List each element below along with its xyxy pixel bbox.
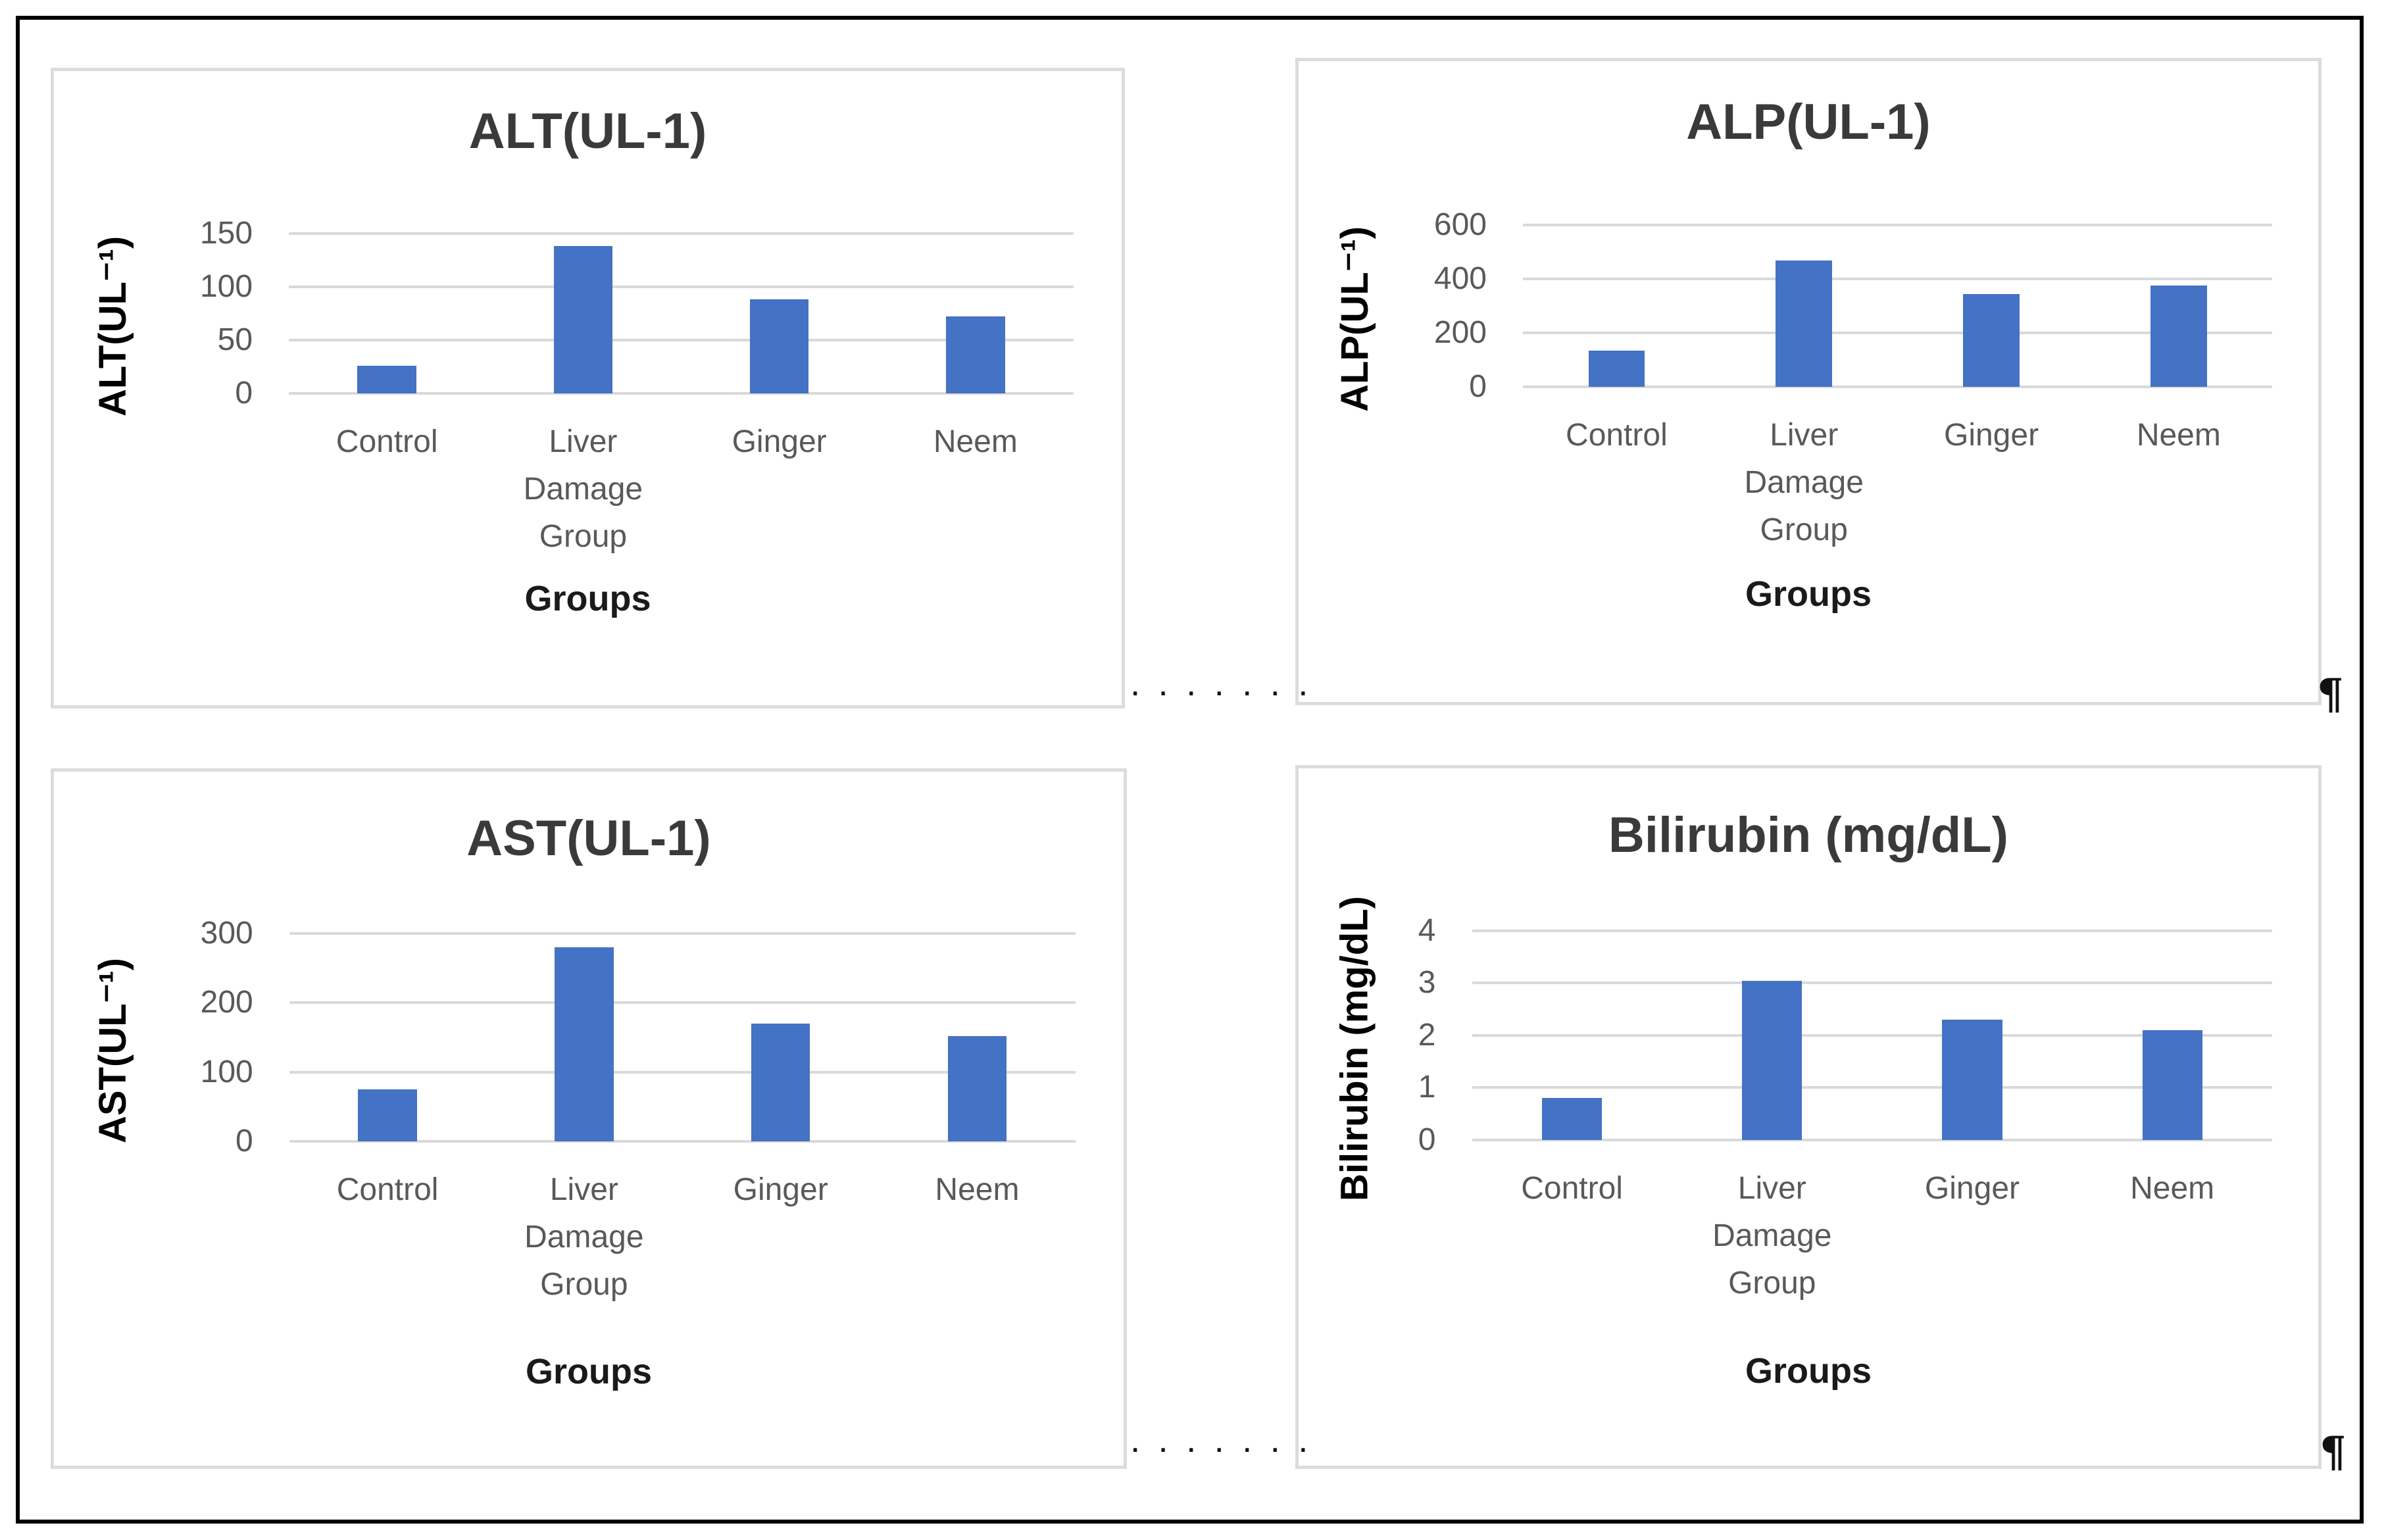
- category-label-text: Control: [336, 424, 438, 459]
- category-label-neem: Neem: [2072, 1165, 2272, 1212]
- category-label-text: Liver Damage Group: [1712, 1170, 1832, 1301]
- category-label-text: Control: [336, 1172, 439, 1208]
- gridline: [289, 391, 1074, 395]
- category-label-neem: Neem: [878, 418, 1074, 466]
- y-tick-label: 0: [236, 1124, 253, 1159]
- category-label-control: Control: [289, 418, 485, 466]
- bar-ginger: [749, 299, 809, 393]
- category-label-neem: Neem: [2085, 412, 2272, 459]
- pilcrow-mark-row1: ¶: [2317, 670, 2344, 719]
- category-label-liver-damage-group: Liver Damage Group: [485, 1166, 682, 1308]
- category-label-liver-damage-group: Liver Damage Group: [1710, 412, 1898, 554]
- chart-panel-bilirubin[interactable]: Bilirubin (mg/dL) Bilirubin (mg/dL) 0 1 2 3 4 C…: [1295, 765, 2322, 1469]
- category-label-ginger: Ginger: [682, 418, 878, 466]
- y-tick-label: 50: [217, 322, 253, 357]
- category-label-text: Ginger: [733, 1172, 828, 1208]
- bar-ginger: [1942, 1020, 2002, 1140]
- pilcrow-mark-row2: ¶: [2320, 1428, 2347, 1477]
- gridline: [289, 285, 1074, 288]
- category-label-text: Ginger: [1943, 417, 2039, 453]
- bar-liver-damage-group: [1776, 260, 1832, 387]
- page-border: [16, 16, 2364, 1524]
- category-label-control: Control: [1472, 1165, 1672, 1212]
- tab-leader-dots-row1: . . . . . . .: [1129, 676, 1310, 701]
- category-label-text: Liver Damage Group: [523, 424, 643, 554]
- category-label-liver-damage-group: Liver Damage Group: [1672, 1165, 1872, 1307]
- category-label-ginger: Ginger: [1898, 412, 2085, 459]
- category-label-text: Ginger: [732, 424, 827, 459]
- y-tick-label: 0: [1418, 1122, 1436, 1157]
- category-label-text: Neem: [935, 1172, 1020, 1208]
- bar-control: [357, 365, 416, 393]
- bar-control: [1541, 1098, 1603, 1140]
- category-label-text: Liver Damage Group: [524, 1172, 644, 1303]
- gridline: [1472, 981, 2273, 985]
- category-label-text: Control: [1521, 1170, 1623, 1206]
- category-label-text: Control: [1566, 417, 1668, 453]
- y-tick-label: 200: [1433, 314, 1487, 350]
- category-label-liver-damage-group: Liver Damage Group: [485, 418, 681, 560]
- y-tick-label: 150: [199, 215, 253, 251]
- chart-panel-alt[interactable]: ALT(UL-1) ALT(UL⁻¹) 0 50 100 150 Control Liver …: [51, 68, 1125, 708]
- gridline: [1472, 1086, 2273, 1089]
- y-tick-label: 600: [1433, 207, 1487, 243]
- gridline: [289, 931, 1076, 935]
- gridline: [1472, 929, 2273, 932]
- gridline: [1523, 385, 2273, 388]
- x-axis-title: Groups: [525, 1351, 652, 1391]
- x-axis-title: Groups: [1745, 574, 1872, 614]
- y-tick-label: 4: [1418, 912, 1436, 948]
- gridline: [1523, 278, 2273, 281]
- chart-panel-alp[interactable]: ALP(UL-1) ALP(UL⁻¹) 0 200 400 600 Control Liver…: [1295, 58, 2322, 705]
- bar-control: [358, 1089, 417, 1142]
- y-tick-label: 100: [199, 268, 253, 304]
- bar-neem: [2150, 286, 2207, 387]
- x-axis-title: Groups: [1745, 1351, 1872, 1391]
- bar-liver-damage-group: [553, 246, 613, 393]
- category-label-text: Neem: [2130, 1170, 2215, 1206]
- category-label-control: Control: [1523, 412, 1710, 459]
- y-tick-label: 1: [1418, 1070, 1436, 1105]
- chart-panel-ast[interactable]: AST(UL-1) AST(UL⁻¹) 0 100 200 300 Control Liver…: [51, 768, 1127, 1469]
- category-label-text: Neem: [933, 424, 1018, 459]
- chart-title: AST(UL-1): [466, 810, 711, 867]
- gridline: [289, 1070, 1076, 1074]
- y-tick-label: 100: [200, 1054, 253, 1089]
- category-label-control: Control: [289, 1166, 486, 1214]
- category-label-text: Ginger: [1924, 1170, 2020, 1206]
- x-axis-title: Groups: [524, 579, 651, 619]
- chart-title: ALT(UL-1): [468, 103, 707, 160]
- category-label-ginger: Ginger: [682, 1166, 879, 1214]
- bar-control: [1588, 350, 1645, 387]
- y-tick-label: 0: [1469, 368, 1487, 404]
- chart-title: ALP(UL-1): [1686, 93, 1931, 150]
- bar-ginger: [751, 1023, 810, 1142]
- gridline: [1523, 224, 2273, 227]
- category-label-ginger: Ginger: [1872, 1165, 2072, 1212]
- category-label-text: Neem: [2136, 417, 2221, 453]
- y-tick-label: 3: [1418, 965, 1436, 1001]
- gridline: [289, 1001, 1076, 1005]
- y-tick-label: 0: [235, 375, 253, 410]
- bar-ginger: [1963, 293, 2020, 387]
- tab-leader-dots-row2: . . . . . . .: [1129, 1432, 1310, 1457]
- gridline: [1523, 331, 2273, 334]
- gridline: [289, 338, 1074, 341]
- gridline: [289, 1140, 1076, 1143]
- bar-liver-damage-group: [555, 947, 614, 1142]
- gridline: [289, 232, 1074, 235]
- y-tick-label: 200: [200, 985, 253, 1020]
- gridline: [1472, 1138, 2273, 1141]
- bar-neem: [946, 316, 1005, 393]
- y-tick-label: 2: [1418, 1017, 1436, 1053]
- bar-neem: [947, 1035, 1007, 1142]
- bar-liver-damage-group: [1742, 980, 1802, 1140]
- bar-neem: [2142, 1030, 2202, 1140]
- y-tick-label: 400: [1433, 261, 1487, 297]
- category-label-neem: Neem: [879, 1166, 1076, 1214]
- category-label-text: Liver Damage Group: [1744, 417, 1864, 547]
- gridline: [1472, 1033, 2273, 1037]
- y-tick-label: 300: [200, 915, 253, 951]
- chart-title: Bilirubin (mg/dL): [1608, 807, 2008, 864]
